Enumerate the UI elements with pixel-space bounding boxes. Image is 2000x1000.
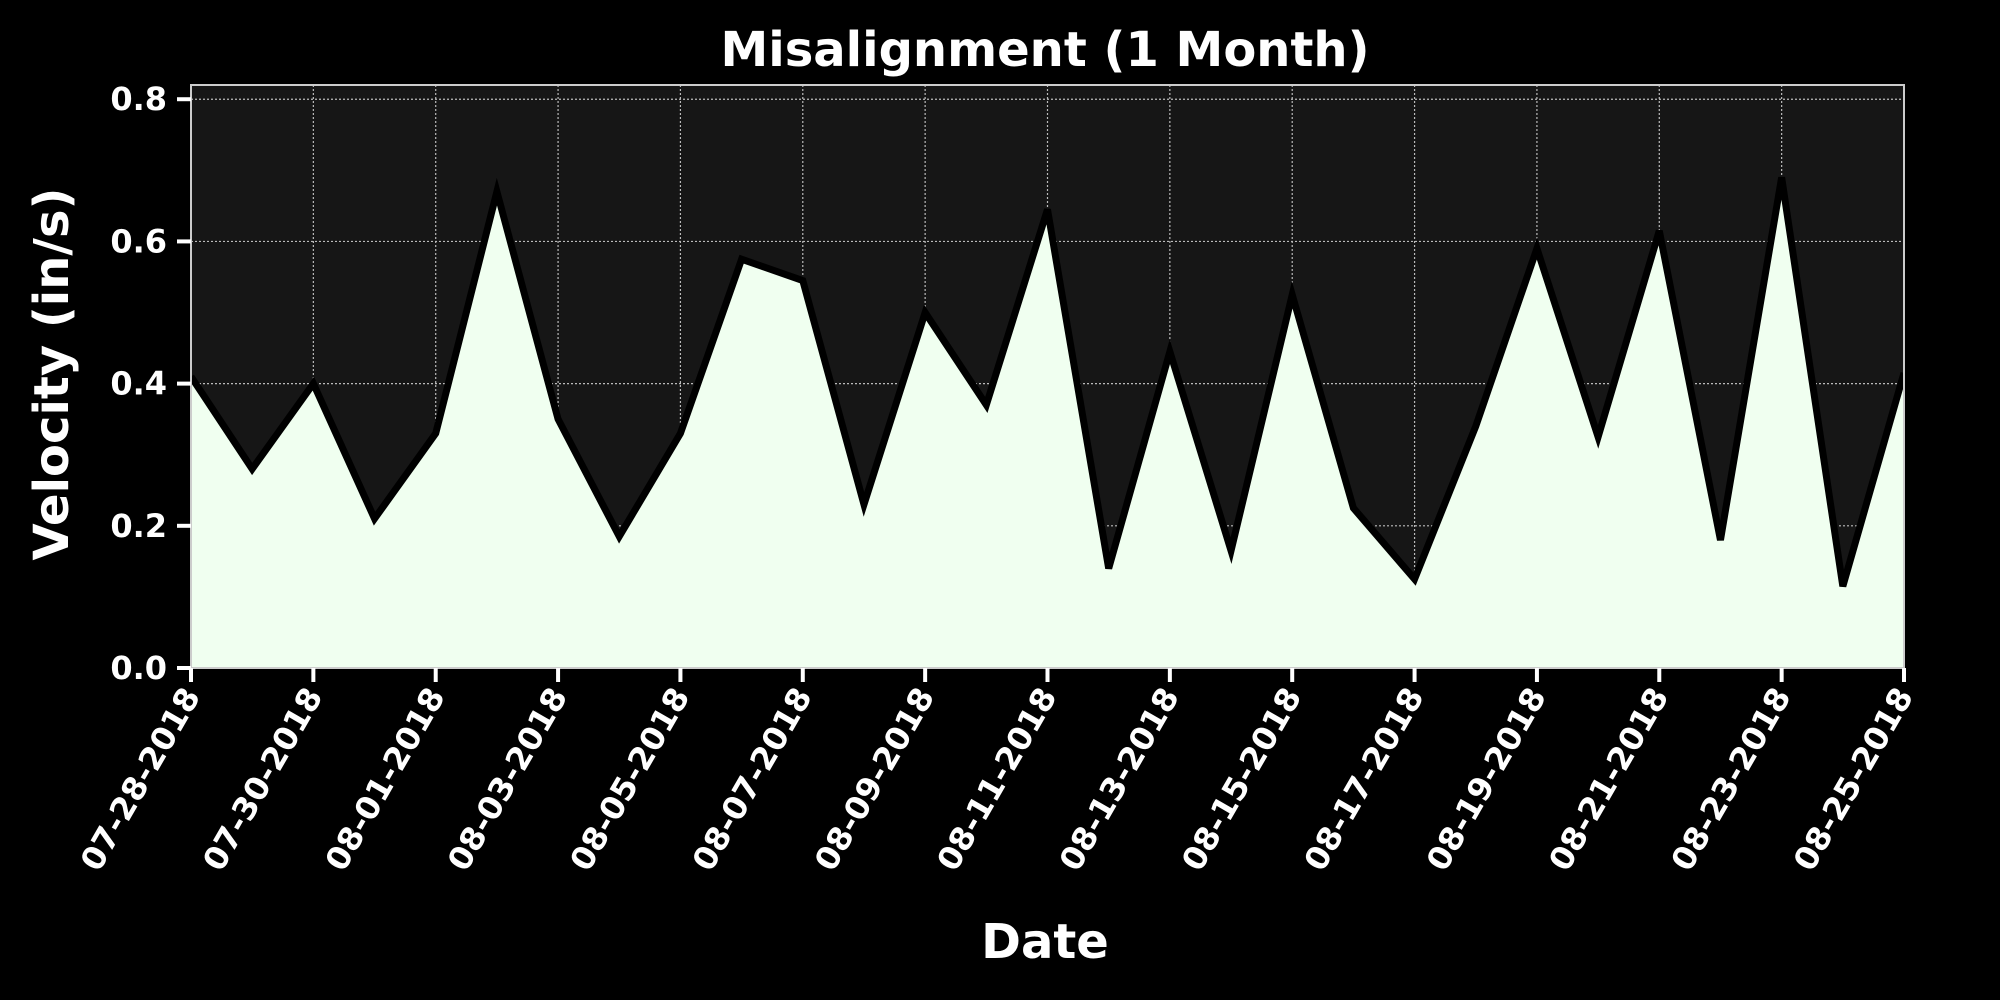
- y-tick-label: 0.8: [110, 80, 167, 118]
- area-fill: [191, 177, 1904, 669]
- y-axis-title: Velocity (in/s): [24, 188, 80, 561]
- x-axis-title: Date: [981, 914, 1109, 970]
- y-tick-label: 0.6: [110, 222, 167, 260]
- y-axis: 0.0 0.2 0.4 0.6 0.8: [110, 80, 191, 687]
- series-line: [188, 176, 1908, 588]
- chart-title: Misalignment (1 Month): [720, 22, 1369, 78]
- y-tick-label: 0.2: [110, 507, 167, 545]
- y-tick-label: 0.0: [110, 649, 167, 687]
- y-tick-label: 0.4: [110, 365, 167, 403]
